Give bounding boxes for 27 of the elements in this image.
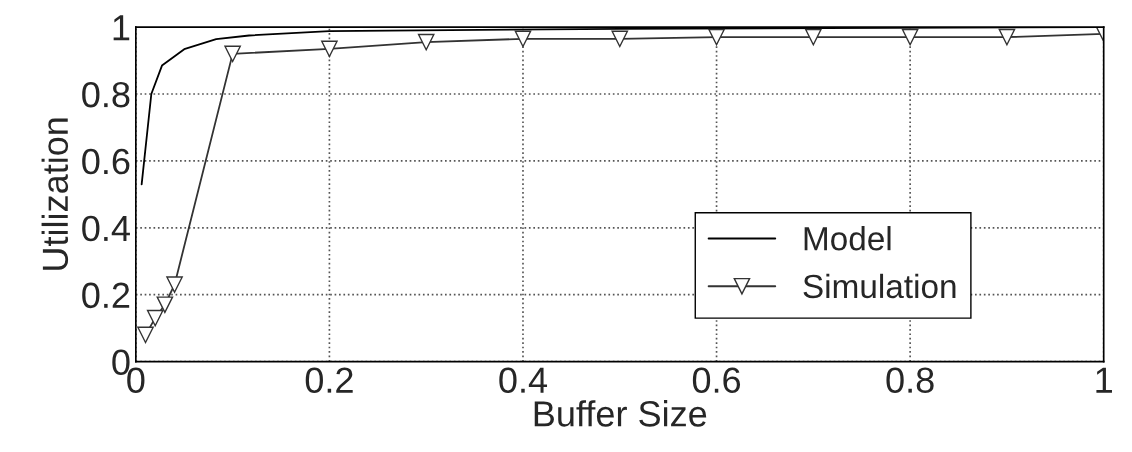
point	[224, 45, 241, 63]
y-tick-label: 0.8	[82, 81, 130, 108]
legend-label: Simulation	[803, 273, 956, 299]
x-tick-label: 0.2	[305, 367, 353, 393]
y-tick-label: 0.2	[82, 282, 130, 309]
y-axis-title: Utilization	[41, 118, 69, 270]
x-tick-label: 1	[1096, 367, 1112, 393]
point	[417, 33, 435, 51]
x-tick-label: 0.4	[499, 367, 548, 393]
point	[901, 28, 919, 46]
point	[708, 28, 725, 46]
x-axis-title: Buffer Size	[534, 400, 707, 427]
point	[611, 30, 629, 48]
point	[146, 309, 164, 327]
point	[137, 326, 154, 344]
x-tick-label: 0.8	[886, 367, 934, 393]
y-tick-label: 0.6	[82, 148, 130, 175]
point	[514, 30, 532, 48]
point	[321, 40, 338, 58]
legend-label: Model	[804, 226, 891, 251]
x-tick-label: 0.6	[692, 367, 741, 393]
point	[166, 276, 183, 294]
point	[998, 28, 1016, 46]
point	[156, 296, 174, 314]
y-tick-label: 1	[113, 15, 130, 41]
y-tick-label: 0.4	[82, 215, 130, 242]
point	[805, 28, 822, 46]
